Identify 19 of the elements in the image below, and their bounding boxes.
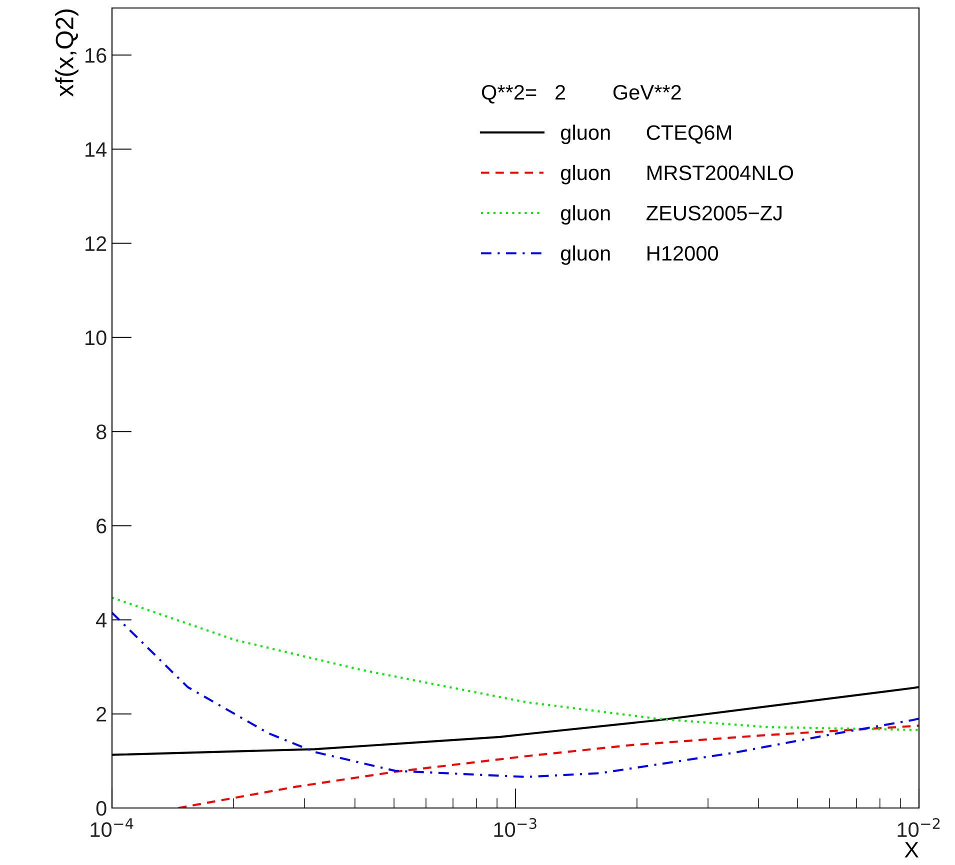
legend-title: Q**2= 2 GeV**2 xyxy=(482,84,681,104)
y-tick-label: 0 xyxy=(96,801,106,816)
y-tick-label: 2 xyxy=(96,706,106,722)
x-axis-title: X xyxy=(904,842,919,858)
x-tick-label: 10$^{−4}$ xyxy=(90,818,134,838)
y-tick-label: 4 xyxy=(96,612,107,628)
legend-label: gluon ZEUS2005−ZJ xyxy=(561,205,782,225)
legend-label: gluon CTEQ6M xyxy=(561,124,731,144)
legend-label: gluon MRST2004NLO xyxy=(561,164,794,184)
y-tick-label: 12 xyxy=(86,236,106,251)
x-tick-label: 10$^{−3}$ xyxy=(494,818,536,838)
x-tick-label: 10$^{−2}$ xyxy=(898,818,940,838)
y-tick-label: 14 xyxy=(86,142,107,157)
legend-label: gluon H12000 xyxy=(561,245,718,265)
y-tick-label: 6 xyxy=(96,518,106,534)
y-tick-label: 10 xyxy=(86,330,106,346)
y-tick-label: 16 xyxy=(86,48,106,63)
y-axis-title: xf(x,Q2) xyxy=(55,10,78,97)
y-tick-label: 8 xyxy=(96,424,106,440)
